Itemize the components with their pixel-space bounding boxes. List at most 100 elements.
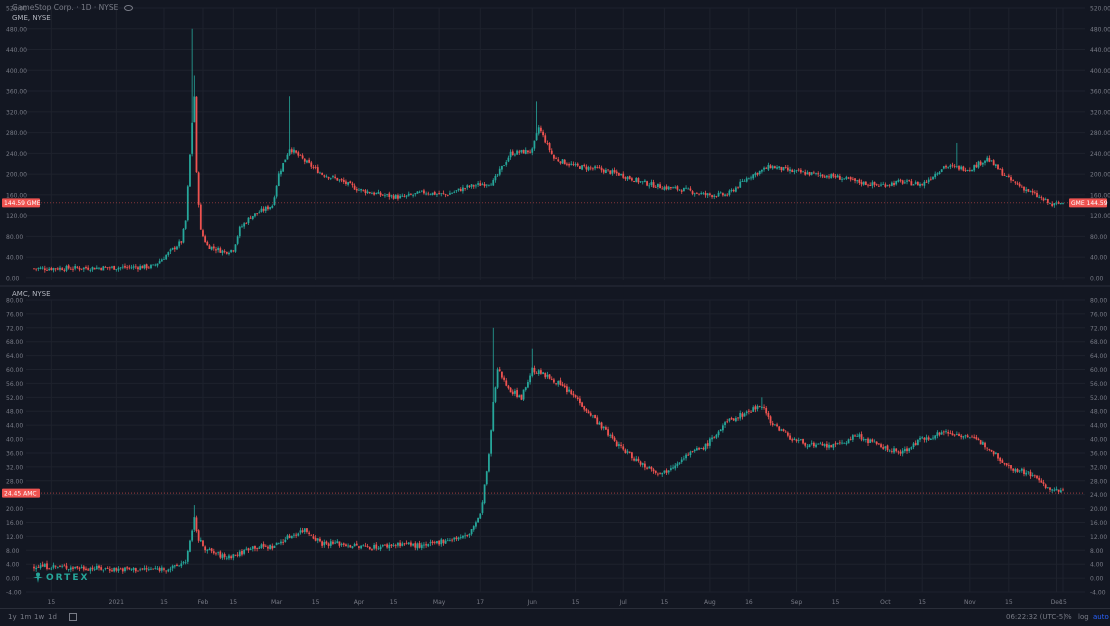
panel1-candle-body <box>399 195 402 199</box>
panel1-candle-body <box>33 268 35 270</box>
panel2-candle-body <box>667 470 670 473</box>
panel1-candle-body <box>375 193 378 195</box>
panel2-candle-body <box>347 545 350 547</box>
panel1-candle-body <box>490 184 492 186</box>
panel2-candle-body <box>570 390 573 395</box>
panel2-candle-body <box>189 540 191 552</box>
panel1-candle-body <box>115 269 118 271</box>
timeframe-1d[interactable]: 1d <box>48 613 57 621</box>
panel2-candle-body <box>488 454 490 472</box>
calendar-icon[interactable] <box>69 613 77 621</box>
panel2-candle-body <box>111 570 113 572</box>
panel2-candle-body <box>35 567 38 570</box>
x-tick-label: 16 <box>745 599 753 606</box>
panel2-candle-body <box>401 543 404 546</box>
panel1-candle-body <box>225 251 228 254</box>
panel1-candle-body <box>492 180 495 186</box>
panel1-candle-body <box>648 185 651 187</box>
panel1-candle-body <box>1051 203 1054 206</box>
panel1-candle-body <box>217 247 220 251</box>
panel2-candle-body <box>310 534 313 536</box>
percent-toggle[interactable]: % <box>1065 613 1072 621</box>
auto-toggle[interactable]: auto <box>1093 613 1109 621</box>
panel2-candle-body <box>631 452 633 459</box>
panel2-candle-body <box>563 385 566 388</box>
panel1-candle-body <box>646 181 648 186</box>
panel1-candle-body <box>180 241 183 243</box>
panel1-candle-body <box>329 177 332 179</box>
panel2-y-tick-right: 80.00 <box>1090 298 1107 305</box>
panel2-candle-body <box>682 458 685 460</box>
panel1-candle-body <box>160 259 163 262</box>
panel1-candle-body <box>63 270 66 271</box>
panel1-candle-body <box>37 268 40 269</box>
panel2-y-tick-left: 4.00 <box>6 562 20 569</box>
panel2-candle-body <box>1053 489 1056 491</box>
panel1-y-tick-right: 80.00 <box>1090 234 1107 241</box>
panel2-candle-body <box>54 565 57 567</box>
panel1-y-tick-right: 480.00 <box>1090 26 1110 33</box>
panel1-candle-body <box>644 180 646 182</box>
log-toggle[interactable]: log <box>1078 613 1089 621</box>
panel2-candle-body <box>1031 475 1034 476</box>
panel1-candle-body <box>202 230 204 237</box>
panel1-candle-body <box>193 96 196 123</box>
panel1-candle-body <box>652 182 655 188</box>
panel1-candle-body <box>786 167 789 171</box>
panel2-candle-body <box>906 448 908 452</box>
panel1-candle-body <box>468 185 471 187</box>
panel2-candle-body <box>1029 471 1032 477</box>
timeframe-1m[interactable]: 1m <box>20 613 32 621</box>
panel1-candle-body <box>693 193 696 195</box>
panel2-last-price-badge-left <box>2 488 40 498</box>
panel1-candle-body <box>355 189 358 191</box>
panel1-candle-body <box>669 187 672 189</box>
panel2-candle-body <box>89 568 92 571</box>
panel1-candle-body <box>849 177 852 180</box>
panel2-candle-body <box>69 567 72 570</box>
panel1-candle-body <box>949 165 952 168</box>
panel1-candle-body <box>884 184 887 187</box>
panel2-candle-body <box>1049 487 1051 490</box>
timeframe-1w[interactable]: 1w <box>34 613 45 621</box>
panel1-candle-body <box>104 267 107 268</box>
panel1-candle-body <box>563 159 566 165</box>
panel1-candle-body <box>602 169 605 173</box>
panel1-last-price-label-right: GME 144.59 <box>1071 200 1108 207</box>
panel2-candle-body <box>522 389 525 400</box>
panel2-candle-body <box>704 443 707 450</box>
panel2-candle-body <box>243 549 246 554</box>
panel1-candle-body <box>1053 203 1056 206</box>
panel1-candle-body <box>947 166 950 168</box>
panel2-candle-body <box>838 442 841 444</box>
panel1-candle-body <box>585 166 588 170</box>
panel1-candle-body <box>938 172 941 174</box>
panel2-candle-body <box>581 402 583 407</box>
panel2-candle-body <box>867 438 869 444</box>
panel1-candle-body <box>999 168 1002 170</box>
panel2-candle-body <box>414 543 417 548</box>
panel2-candle-body <box>271 545 274 549</box>
panel1-symbol-line: GME, NYSE <box>12 14 51 22</box>
panel2-candle-body <box>984 442 986 448</box>
panel1-candle-body <box>137 267 139 270</box>
panel2-candle-body <box>654 470 657 473</box>
panel1-candle-body <box>514 154 516 156</box>
panel2-candle-body <box>860 434 863 440</box>
eye-icon[interactable] <box>123 5 133 11</box>
panel1-candle-body <box>743 180 746 182</box>
panel2-candle-body <box>433 542 436 544</box>
panel1-candle-body <box>95 267 98 269</box>
panel2-candle-body <box>496 369 499 388</box>
panel1-candle-body <box>273 197 276 206</box>
panel1-candle-body <box>102 266 105 271</box>
timeframe-1y[interactable]: 1y <box>8 613 17 621</box>
panel2-y-tick-right: 32.00 <box>1090 464 1107 471</box>
panel2-candle-body <box>234 554 237 556</box>
panel2-y-tick-right: 16.00 <box>1090 520 1107 527</box>
panel1-candle-body <box>412 194 415 196</box>
panel2-candle-body <box>509 387 512 393</box>
panel1-candle-body <box>529 151 531 153</box>
panel2-candle-body <box>834 443 837 445</box>
